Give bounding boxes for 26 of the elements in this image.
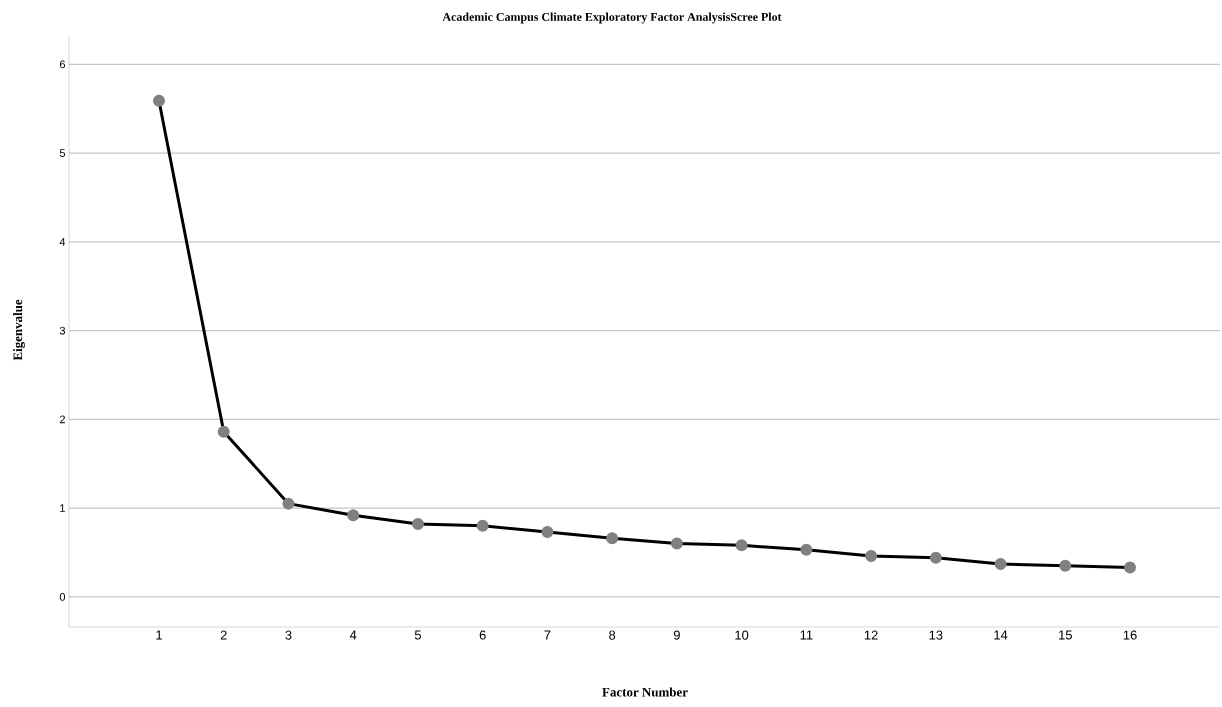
x-tick-label: 6	[479, 630, 486, 640]
x-axis-title: Factor Number	[602, 687, 688, 697]
y-tick-label: 3	[59, 326, 65, 335]
x-tick-label: 8	[609, 630, 616, 640]
x-tick-label: 9	[673, 630, 680, 640]
x-tick-label: 16	[1123, 630, 1137, 640]
x-tick-label: 15	[1059, 630, 1072, 640]
x-tick-label: 2	[220, 630, 227, 640]
y-tick-label: 1	[60, 504, 65, 512]
x-tick-label: 14	[994, 630, 1008, 640]
y-axis-title: Eigenvalue	[13, 299, 25, 361]
y-tick-label: 0	[59, 592, 66, 601]
y-tick-label: 4	[59, 238, 66, 246]
x-tick-label: 7	[544, 630, 551, 640]
x-tick-label: 4	[349, 630, 357, 640]
x-tick-label: 1	[156, 630, 162, 640]
x-tick-label: 10	[735, 630, 749, 640]
x-tick-label: 5	[414, 630, 421, 640]
y-tick-label: 5	[59, 149, 66, 157]
x-tick-label: 12	[864, 630, 878, 640]
x-tick-label: 3	[285, 630, 292, 640]
chart-title: Academic Campus Climate Exploratory Factor AnalysisScree Plot	[442, 12, 782, 24]
y-tick-label: 2	[59, 415, 65, 424]
y-tick-label: 6	[59, 60, 65, 69]
x-tick-label: 13	[929, 630, 943, 640]
x-tick-label: 11	[800, 630, 813, 640]
